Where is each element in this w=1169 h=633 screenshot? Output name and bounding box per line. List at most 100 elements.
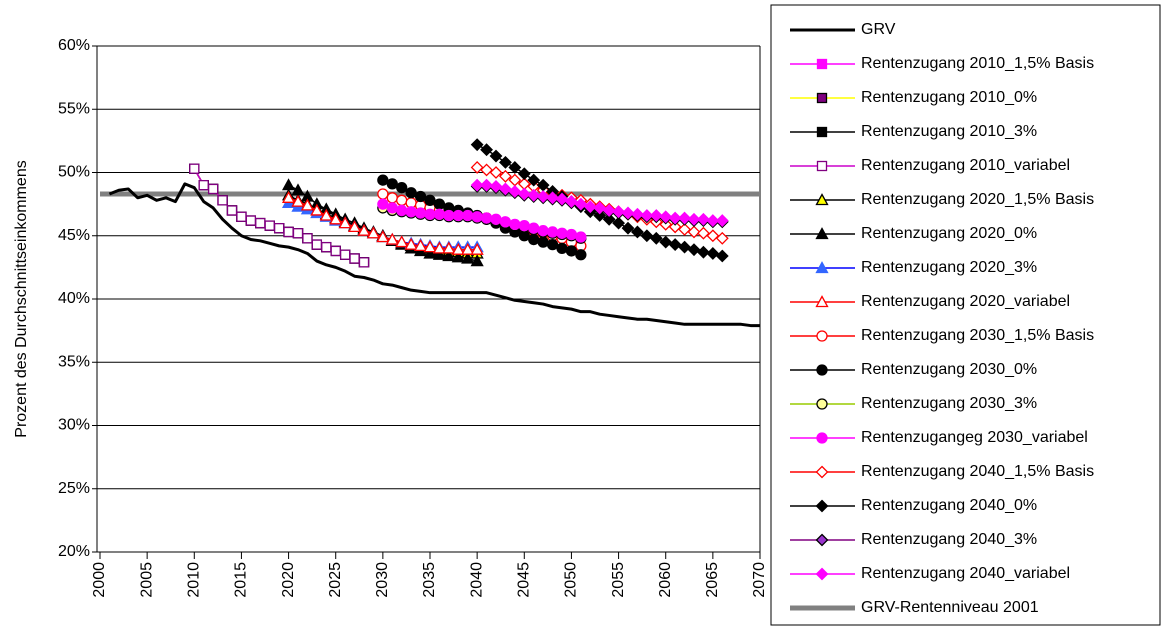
marker	[404, 237, 418, 250]
marker	[556, 227, 568, 239]
marker	[815, 567, 829, 581]
marker	[470, 242, 484, 255]
marker	[489, 179, 503, 193]
y-tick-label: 35%	[58, 353, 90, 370]
x-tick-label: 2020	[280, 562, 297, 598]
marker	[816, 398, 828, 410]
marker	[377, 174, 389, 186]
marker	[687, 225, 701, 239]
marker	[815, 295, 829, 308]
marker	[366, 226, 381, 239]
x-tick-label: 2005	[138, 562, 155, 598]
marker	[816, 126, 828, 138]
marker	[311, 239, 323, 250]
legend-box	[770, 4, 1161, 626]
legend-label: Rentenzugangeg 2030_variabel	[861, 429, 1088, 446]
marker	[470, 178, 484, 192]
marker	[640, 229, 654, 243]
marker	[405, 187, 417, 199]
marker	[706, 229, 720, 243]
marker	[189, 163, 200, 174]
marker	[612, 205, 625, 219]
legend-label: Rentenzugang 2040_variabel	[861, 565, 1070, 582]
x-tick-label: 2070	[751, 562, 768, 598]
marker	[815, 261, 829, 274]
marker	[602, 204, 616, 217]
marker	[310, 203, 324, 216]
marker	[612, 216, 625, 230]
marker	[264, 220, 275, 231]
marker	[490, 213, 502, 225]
marker	[433, 198, 446, 210]
marker	[281, 178, 296, 191]
y-tick-label: 40%	[58, 290, 90, 307]
marker	[471, 211, 483, 223]
marker	[414, 190, 427, 203]
x-tick-label: 2035	[421, 562, 438, 598]
marker	[396, 204, 408, 217]
x-tick-label: 2015	[233, 562, 250, 598]
legend-label: Rentenzugang 2020_0%	[861, 225, 1037, 242]
marker	[565, 195, 578, 209]
marker	[574, 197, 588, 211]
marker	[452, 209, 464, 222]
marker	[236, 211, 247, 222]
marker	[291, 183, 305, 196]
marker	[300, 198, 315, 211]
legend-label: Rentenzugang 2010_0%	[861, 89, 1037, 106]
marker	[556, 242, 568, 255]
x-tick-label: 2010	[186, 562, 203, 598]
legend-label: Rentenzugang 2010_variabel	[861, 157, 1070, 174]
marker	[462, 209, 474, 222]
marker	[330, 245, 341, 257]
marker	[461, 242, 475, 255]
marker	[499, 155, 512, 169]
marker	[815, 465, 829, 479]
marker	[499, 182, 512, 196]
marker	[424, 194, 436, 206]
marker	[815, 227, 829, 240]
marker	[423, 246, 437, 259]
legend-label: Rentenzugang 2020_3%	[861, 259, 1037, 276]
marker	[226, 205, 238, 216]
marker	[386, 178, 398, 190]
marker	[499, 216, 512, 228]
marker	[678, 223, 691, 236]
marker	[537, 225, 549, 237]
marker	[470, 161, 484, 174]
marker	[347, 220, 362, 233]
marker	[442, 249, 456, 262]
y-axis-label: Prozent des Durchschnittseinkommens	[13, 160, 30, 437]
marker	[424, 208, 436, 220]
marker	[273, 223, 285, 234]
marker	[697, 212, 710, 226]
marker	[480, 212, 493, 224]
marker	[413, 239, 428, 252]
legend-label: Rentenzugang 2020_variabel	[861, 293, 1070, 310]
marker	[678, 240, 691, 254]
marker	[442, 241, 456, 254]
marker	[338, 216, 352, 229]
marker	[357, 223, 371, 236]
x-tick-label: 2040	[468, 562, 485, 598]
y-tick-label: 60%	[58, 37, 90, 54]
marker	[649, 209, 663, 222]
marker	[687, 212, 701, 226]
legend-label: Rentenzugang 2010_3%	[861, 123, 1037, 140]
marker	[668, 238, 682, 252]
marker	[575, 231, 587, 243]
marker	[470, 254, 484, 267]
marker	[555, 192, 569, 206]
marker	[621, 206, 635, 220]
marker	[816, 58, 828, 70]
marker	[565, 228, 578, 241]
legend-label: Rentenzugang 2020_1,5% Basis	[861, 191, 1094, 208]
marker	[281, 190, 296, 203]
marker	[291, 194, 305, 207]
marker	[319, 208, 333, 221]
marker	[461, 251, 475, 264]
marker	[815, 499, 829, 513]
marker	[527, 173, 541, 187]
marker	[329, 212, 343, 225]
